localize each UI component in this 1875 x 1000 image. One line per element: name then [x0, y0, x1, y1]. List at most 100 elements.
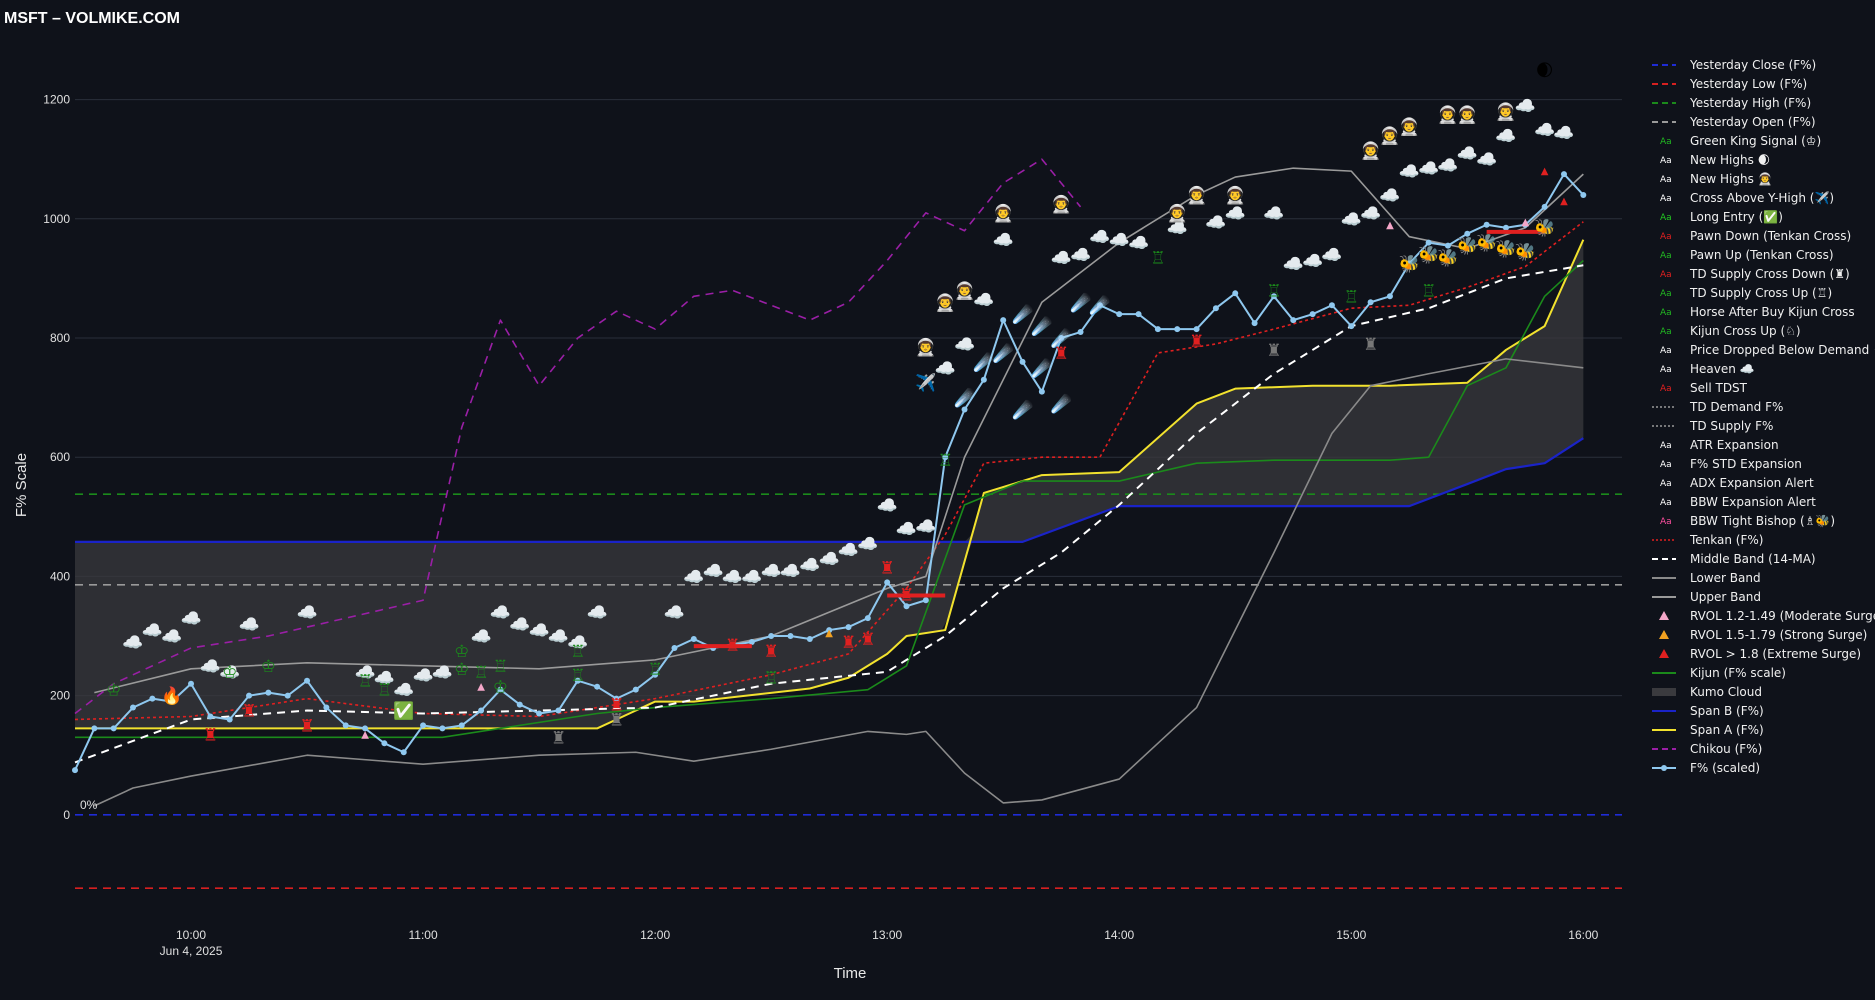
legend-item[interactable]: Aa TD Supply Cross Down (♜) [1650, 264, 1875, 283]
data-point [1406, 260, 1413, 267]
swatch-text: Aa [1660, 194, 1672, 204]
annotation-marker: ♜ [841, 633, 856, 653]
legend-swatch [1652, 672, 1676, 674]
legend-item[interactable]: RVOL 1.5-1.79 (Strong Surge) [1650, 625, 1875, 644]
legend-item[interactable]: Aa Sell TDST [1650, 378, 1875, 397]
annotation-marker: ☄️ [1051, 327, 1073, 349]
data-point [1000, 317, 1007, 324]
swatch-block [1652, 688, 1676, 696]
legend-item[interactable]: Aa F% STD Expansion [1650, 454, 1875, 473]
legend-item[interactable]: Aa Heaven ☁️ [1650, 359, 1875, 378]
data-point [652, 671, 659, 678]
legend-item[interactable]: Aa New Highs 🌒 [1650, 150, 1875, 169]
y-tick-label: 0 [63, 808, 70, 822]
legend-item[interactable]: Upper Band [1650, 587, 1875, 606]
legend-item[interactable]: Yesterday High (F%) [1650, 93, 1875, 112]
swatch-text: Aa [1660, 365, 1672, 375]
series-middle-band-14-ma [74, 264, 1584, 764]
legend-item[interactable]: Kumo Cloud [1650, 682, 1875, 701]
legend-item[interactable]: Aa ATR Expansion [1650, 435, 1875, 454]
legend-item[interactable]: Aa New Highs 👨‍🚀 [1650, 169, 1875, 188]
x-tick-label: 11:00 [409, 928, 438, 942]
legend-item[interactable]: Kijun (F% scale) [1650, 663, 1875, 682]
legend-item[interactable]: Yesterday Low (F%) [1650, 74, 1875, 93]
annotation-marker: ♜ [609, 696, 624, 716]
annotation-marker: ☁️ [587, 603, 608, 623]
annotation-marker: ☄️ [1089, 294, 1111, 316]
legend-item[interactable]: Aa Price Dropped Below Demand 🌪 [1650, 340, 1875, 359]
legend-item[interactable]: Span B (F%) [1650, 701, 1875, 720]
data-point [671, 644, 678, 651]
annotation-marker: 👨‍🚀 [1167, 203, 1188, 224]
legend-item[interactable]: F% (scaled) [1650, 758, 1875, 777]
legend-item[interactable]: Middle Band (14-MA) [1650, 549, 1875, 568]
annotation-marker: ☁️ [683, 567, 704, 587]
x-tick-label: 14:00 [1104, 928, 1134, 942]
legend-item[interactable]: Span A (F%) [1650, 720, 1875, 739]
annotation-marker: ☁️ [1495, 126, 1516, 146]
legend-label: TD Supply F% [1690, 418, 1774, 433]
legend-item[interactable]: Aa Long Entry (✅) [1650, 207, 1875, 226]
legend-label: RVOL 1.5-1.79 (Strong Surge) [1690, 627, 1868, 642]
annotation-marker: ☁️ [780, 561, 801, 581]
data-point [1135, 311, 1142, 318]
zero-label: 0% [80, 798, 98, 812]
annotation-marker: ☁️ [877, 496, 898, 516]
data-point [1425, 239, 1432, 246]
legend-item[interactable]: Yesterday Open (F%) [1650, 112, 1875, 131]
annotation-marker: ▲ [361, 729, 369, 740]
swatch-text: Aa [1660, 479, 1672, 489]
series-span-a-f [75, 239, 1585, 730]
legend-item[interactable]: Aa Pawn Down (Tenkan Cross) [1650, 226, 1875, 245]
legend-swatch [1652, 765, 1676, 771]
annotation-marker: ☁️ [1089, 228, 1110, 248]
legend-item[interactable]: Aa Horse After Buy Kijun Cross [1650, 302, 1875, 321]
annotation-marker: ☁️ [954, 335, 975, 355]
legend-item[interactable]: Aa Kijun Cross Up (♘) [1650, 321, 1875, 340]
legend-item[interactable]: Aa ADX Expansion Alert [1650, 473, 1875, 492]
legend-label: Long Entry (✅) [1690, 209, 1783, 224]
annotation-marker: 🐝 [1399, 255, 1420, 275]
annotation-marker: 👨‍🚀 [1437, 105, 1458, 126]
y-tick-label: 400 [50, 569, 70, 583]
annotation-marker: ☁️ [857, 535, 878, 555]
data-point [922, 597, 929, 604]
legend-item[interactable]: Aa BBW Expansion Alert [1650, 492, 1875, 511]
annotation-marker: ☄️ [954, 387, 976, 409]
data-point [497, 686, 504, 693]
legend-item[interactable]: Aa BBW Tight Bishop (♗🐝) [1650, 511, 1875, 530]
legend-swatch [1652, 83, 1676, 85]
data-point [1560, 171, 1567, 178]
series-lower-band [94, 358, 1584, 807]
legend-label: Upper Band [1690, 589, 1761, 604]
data-point [265, 689, 272, 696]
annotation-marker: 👨‍🚀 [1051, 194, 1072, 215]
data-point [903, 603, 910, 610]
annotation-marker: ☄️ [1070, 291, 1092, 313]
legend-item[interactable]: TD Demand F% [1650, 397, 1875, 416]
legend-swatch: Aa [1660, 479, 1672, 489]
annotation-marker: ☁️ [1341, 210, 1362, 230]
legend-swatch: Aa [1660, 137, 1672, 147]
axes: 0 200 400 600 800 1000 1200 0% 10:00 Jun 4, 2025 1… [13, 93, 1599, 982]
data-point [980, 376, 987, 383]
legend-item[interactable]: Tenkan (F%) [1650, 530, 1875, 549]
legend-item[interactable]: Aa Green King Signal (♔) [1650, 131, 1875, 150]
annotation-marker: ♜ [880, 558, 895, 578]
annotation-marker: ▲ [477, 682, 485, 693]
legend-item[interactable]: RVOL > 1.8 (Extreme Surge) [1650, 644, 1875, 663]
legend-label: Span B (F%) [1690, 703, 1764, 718]
legend-item[interactable]: Lower Band [1650, 568, 1875, 587]
legend-item[interactable]: Chikou (F%) [1650, 739, 1875, 758]
swatch-text: Aa [1660, 498, 1672, 508]
legend-item[interactable]: Aa Cross Above Y-High (✈️) [1650, 188, 1875, 207]
swatch-text: Aa [1660, 384, 1672, 394]
data-point [536, 710, 543, 717]
legend[interactable]: Yesterday Close (F%) Yesterday Low (F%) Ye… [1650, 55, 1875, 777]
legend-item[interactable]: TD Supply F% [1650, 416, 1875, 435]
legend-item[interactable]: Aa TD Supply Cross Up (♖) [1650, 283, 1875, 302]
legend-item[interactable]: Yesterday Close (F%) [1650, 55, 1875, 74]
annotation-marker: 👨‍🚀 [935, 292, 956, 313]
legend-item[interactable]: Aa Pawn Up (Tenkan Cross) [1650, 245, 1875, 264]
legend-item[interactable]: RVOL 1.2-1.49 (Moderate Surge) [1650, 606, 1875, 625]
